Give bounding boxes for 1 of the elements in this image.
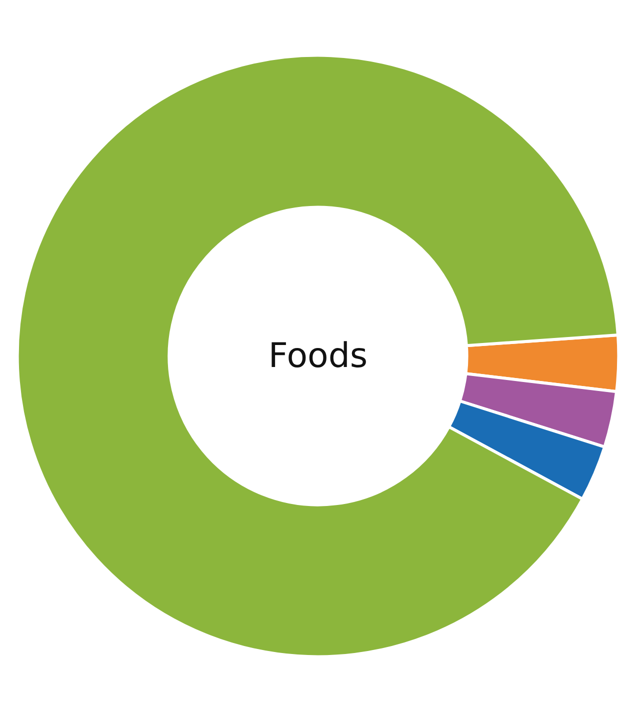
text: Foods	[268, 336, 368, 376]
